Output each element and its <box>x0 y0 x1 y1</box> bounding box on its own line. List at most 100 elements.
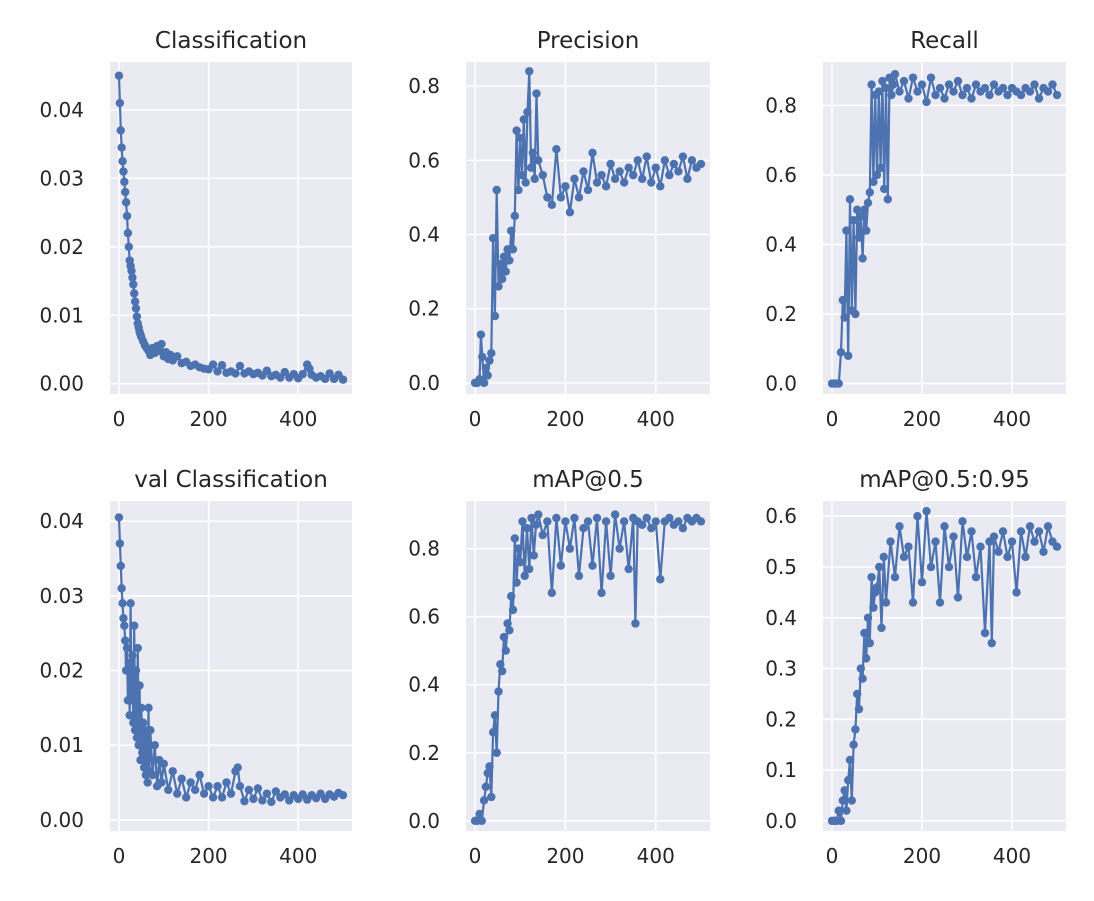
plot-map-0-5-0-95-ytick-label: 0.3 <box>765 657 797 681</box>
plot-map-0-5-ytick-label: 0.0 <box>408 809 440 833</box>
plot-map-0-5-0-95-data-point <box>838 796 847 805</box>
plot-precision-data-point <box>579 167 588 176</box>
plot-val-classification-data-point <box>213 782 222 791</box>
plot-map-0-5-data-point <box>520 571 529 581</box>
plot-map-0-5-data-point <box>525 564 534 574</box>
plot-precision-data-point <box>628 170 638 180</box>
plot-precision-data-point <box>665 170 674 180</box>
plot-recall-data-point <box>889 80 898 89</box>
plot-classification-data-point <box>124 242 134 252</box>
plot-map-0-5-0-95-data-point <box>935 598 945 607</box>
plot-val-classification-data-point <box>235 782 245 791</box>
plot-classification-data-point <box>173 352 182 361</box>
plot-classification-data-point <box>231 369 240 378</box>
plot-map-0-5-0-95-data-point <box>862 654 871 663</box>
plot-val-classification-data-point <box>138 718 148 727</box>
plot-precision-data-point <box>492 185 501 195</box>
plot-recall-data-point <box>926 73 936 82</box>
plot-precision-data-point <box>534 156 543 165</box>
plot-map-0-5-title: mAP@0.5 <box>532 467 644 493</box>
plot-val-classification-data-point <box>121 636 130 645</box>
plot-precision-data-point <box>519 115 529 124</box>
plot-recall-data-point <box>1048 80 1057 89</box>
plot-map-0-5-0-95-data-point <box>869 603 878 612</box>
plot-map-0-5-data-point <box>556 561 566 570</box>
plot-map-0-5-data-point <box>615 544 624 553</box>
plot-map-0-5-0-95-ytick-label: 0.2 <box>765 707 797 731</box>
plot-map-0-5-xtick-label: 0 <box>469 844 482 868</box>
plot-map-0-5-0-95-data-point <box>854 704 864 714</box>
plot-precision-data-point <box>647 178 656 187</box>
plot-recall-data-point <box>858 254 867 263</box>
plot-map-0-5-data-point <box>588 561 597 570</box>
plot-precision-data-point <box>528 148 538 158</box>
plot-classification-data-point <box>121 187 130 197</box>
plot-map-0-5-data-point <box>487 792 496 802</box>
plot-map-0-5-data-point <box>479 796 489 805</box>
plot-map-0-5-data-point <box>488 728 498 737</box>
plot-map-0-5-0-95-data-point <box>958 517 967 526</box>
plot-classification-ytick-label: 0.01 <box>39 303 84 327</box>
plot-recall-data-point <box>998 83 1008 93</box>
plot-map-0-5-data-point <box>574 571 584 581</box>
plot-val-classification-data-point <box>338 790 348 800</box>
plot-recall-data-point <box>851 309 860 319</box>
plot-map-0-5: 0 200 400 0.0 0.2 0.4 0.6 0.8 mAP@0.5 <box>408 467 710 868</box>
plot-map-0-5-data-point <box>481 782 491 791</box>
plot-val-classification-data-point <box>177 774 186 783</box>
plot-map-0-5-data-point <box>497 666 507 676</box>
plot-val-classification-data-point <box>133 643 142 653</box>
plot-map-0-5-0-95-ytick-label: 0.1 <box>765 758 797 782</box>
plot-classification-data-point <box>298 369 307 379</box>
plot-recall-data-point <box>1034 94 1044 103</box>
plot-classification-xtick-label: 200 <box>189 407 227 431</box>
plot-map-0-5-data-point <box>610 510 620 519</box>
plot-precision-data-point <box>478 352 487 362</box>
plot-map-0-5-0-95-data-point <box>953 593 963 602</box>
plot-map-0-5-0-95-data-point <box>858 674 867 683</box>
plot-map-0-5-0-95-data-point <box>940 522 949 531</box>
plot-map-0-5-0-95-data-point <box>994 547 1003 556</box>
plot-map-0-5-data-point <box>503 619 512 628</box>
plot-map-0-5-data-point <box>561 517 570 526</box>
plot-val-classification-data-point <box>118 599 127 608</box>
plot-classification-data-point <box>130 297 140 306</box>
plot-val-classification-data-point <box>240 796 249 806</box>
plot-map-0-5-data-point <box>496 660 505 669</box>
plot-val-classification-data-point <box>199 789 209 798</box>
plot-map-0-5-data-point <box>674 517 683 526</box>
plot-precision-background <box>466 62 710 394</box>
plot-precision-data-point <box>523 107 532 117</box>
plot-map-0-5-0-95-data-point <box>989 532 999 541</box>
plot-recall-data-point <box>842 226 851 235</box>
plot-classification-data-point <box>128 273 137 282</box>
plot-map-0-5-data-point <box>579 524 588 533</box>
plot-precision-ytick-label: 0.6 <box>408 148 440 172</box>
plot-precision-data-point <box>669 159 679 169</box>
plot-precision-data-point <box>565 208 575 217</box>
plot-map-0-5-data-point <box>494 687 503 696</box>
plot-val-classification-title: val Classification <box>134 467 328 493</box>
plot-map-0-5-data-point <box>565 544 575 553</box>
plot-recall-ytick-label: 0.6 <box>765 163 797 187</box>
plot-val-classification-data-point <box>244 785 254 795</box>
plot-recall-data-point <box>874 87 883 96</box>
plot-map-0-5-0-95-data-point <box>926 562 936 572</box>
plot-recall-ytick-label: 0.4 <box>765 233 797 257</box>
plot-map-0-5-0-95-data-point <box>860 628 869 638</box>
plot-map-0-5-0-95-data-point <box>890 572 900 582</box>
plot-map-0-5-0-95-data-point <box>1003 552 1012 562</box>
plot-map-0-5-ytick-label: 0.8 <box>408 537 440 561</box>
plot-val-classification-data-point <box>130 726 140 735</box>
plot-recall-data-point <box>883 195 892 204</box>
plot-recall-data-point <box>935 83 945 93</box>
plot-map-0-5-0-95-data-point <box>913 512 922 521</box>
plot-map-0-5-data-point <box>529 551 538 560</box>
plot-precision-data-point <box>494 282 503 291</box>
plot-precision-data-point <box>674 167 683 176</box>
plot-recall-data-point <box>853 205 862 214</box>
plot-map-0-5-data-point <box>696 517 706 526</box>
plot-precision-data-point <box>488 234 498 243</box>
plot-precision-data-point <box>496 259 505 269</box>
plot-map-0-5-0-95-data-point <box>1025 522 1035 531</box>
